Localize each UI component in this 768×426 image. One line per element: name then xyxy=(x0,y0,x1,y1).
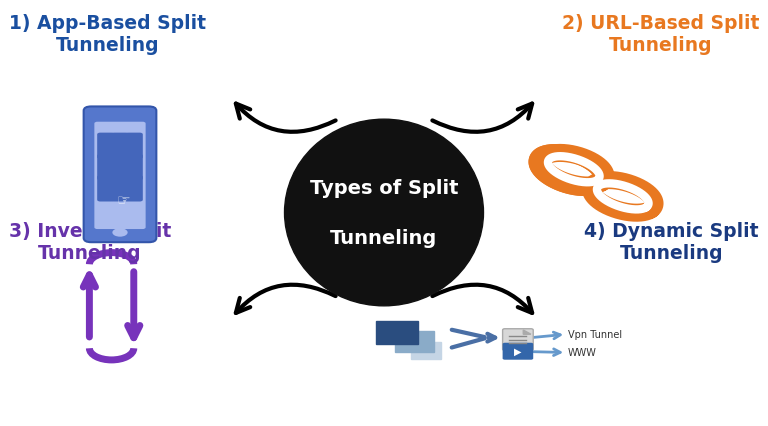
Text: 1) App-Based Split
Tunneling: 1) App-Based Split Tunneling xyxy=(9,14,206,55)
FancyBboxPatch shape xyxy=(111,155,129,181)
FancyBboxPatch shape xyxy=(502,343,533,360)
Text: ▶: ▶ xyxy=(514,346,521,357)
Bar xyxy=(396,331,434,353)
Bar xyxy=(411,342,442,359)
Polygon shape xyxy=(523,330,531,334)
FancyBboxPatch shape xyxy=(125,133,143,159)
Text: Tunneling: Tunneling xyxy=(330,229,438,248)
Text: Types of Split: Types of Split xyxy=(310,178,458,197)
FancyBboxPatch shape xyxy=(125,176,143,202)
FancyBboxPatch shape xyxy=(98,155,114,181)
Text: 3) Inverse Split
Tunneling: 3) Inverse Split Tunneling xyxy=(9,222,171,262)
FancyBboxPatch shape xyxy=(502,329,533,351)
FancyBboxPatch shape xyxy=(98,133,114,159)
FancyBboxPatch shape xyxy=(94,122,146,230)
Text: Vpn Tunnel: Vpn Tunnel xyxy=(568,329,622,340)
Circle shape xyxy=(112,229,127,237)
Text: 2) URL-Based Split
Tunneling: 2) URL-Based Split Tunneling xyxy=(561,14,759,55)
FancyBboxPatch shape xyxy=(111,176,129,202)
FancyBboxPatch shape xyxy=(98,176,114,202)
FancyBboxPatch shape xyxy=(84,107,157,243)
FancyBboxPatch shape xyxy=(125,155,143,181)
Ellipse shape xyxy=(284,120,484,306)
Text: 4) Dynamic Split
Tunneling: 4) Dynamic Split Tunneling xyxy=(584,222,759,262)
FancyBboxPatch shape xyxy=(111,133,129,159)
Text: ☞: ☞ xyxy=(117,193,131,208)
Bar xyxy=(376,321,419,344)
Text: WWW: WWW xyxy=(568,348,597,358)
